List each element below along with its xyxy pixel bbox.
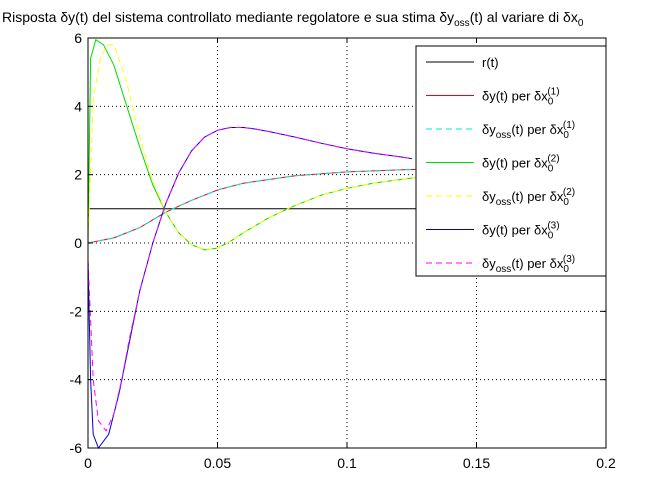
legend-label-2: δy(t) per δx0(1): [482, 87, 560, 108]
chart-title: Risposta δy(t) del sistema controllato m…: [2, 9, 584, 29]
y-tick-label: -4: [70, 372, 83, 388]
legend-label-3: δyoss(t) per δx0(1): [482, 120, 575, 141]
series-line-5: [87, 44, 425, 251]
x-tick-label: 0: [84, 455, 92, 471]
legend-label-6: δy(t) per δx0(3): [482, 221, 560, 242]
legend-label-5: δyoss(t) per δx0(2): [482, 187, 575, 208]
y-tick-label: 6: [74, 30, 82, 46]
y-tick-label: -6: [70, 440, 83, 456]
series-layer: [87, 38, 607, 450]
x-tick-label: 0.1: [337, 455, 357, 471]
legend-label-1: r(t): [482, 55, 499, 70]
x-tick-label: 0.15: [463, 455, 490, 471]
series-line-4: [87, 38, 425, 251]
legend-box: [415, 45, 607, 277]
axis-ticks: 0 0.05 0.1 0.15 0.2 -6 -4 -2 0 2 4 6: [70, 30, 616, 471]
y-tick-label: -2: [70, 303, 83, 319]
x-tick-label: 0.05: [204, 455, 231, 471]
legend-label-7: δyoss(t) per δx0(3): [482, 254, 575, 275]
y-tick-label: 2: [74, 167, 82, 183]
y-tick-label: 0: [74, 235, 82, 251]
legend: r(t) δy(t) per δx0(1) δyoss(t) per δx0(1) δ…: [415, 45, 607, 277]
legend-label-4: δy(t) per δx0(2): [482, 154, 560, 175]
series-line-3: [87, 166, 607, 244]
x-tick-label: 0.2: [596, 455, 616, 471]
series-line-7: [87, 127, 412, 432]
series-line-6: [87, 127, 412, 450]
y-tick-label: 4: [74, 98, 82, 114]
